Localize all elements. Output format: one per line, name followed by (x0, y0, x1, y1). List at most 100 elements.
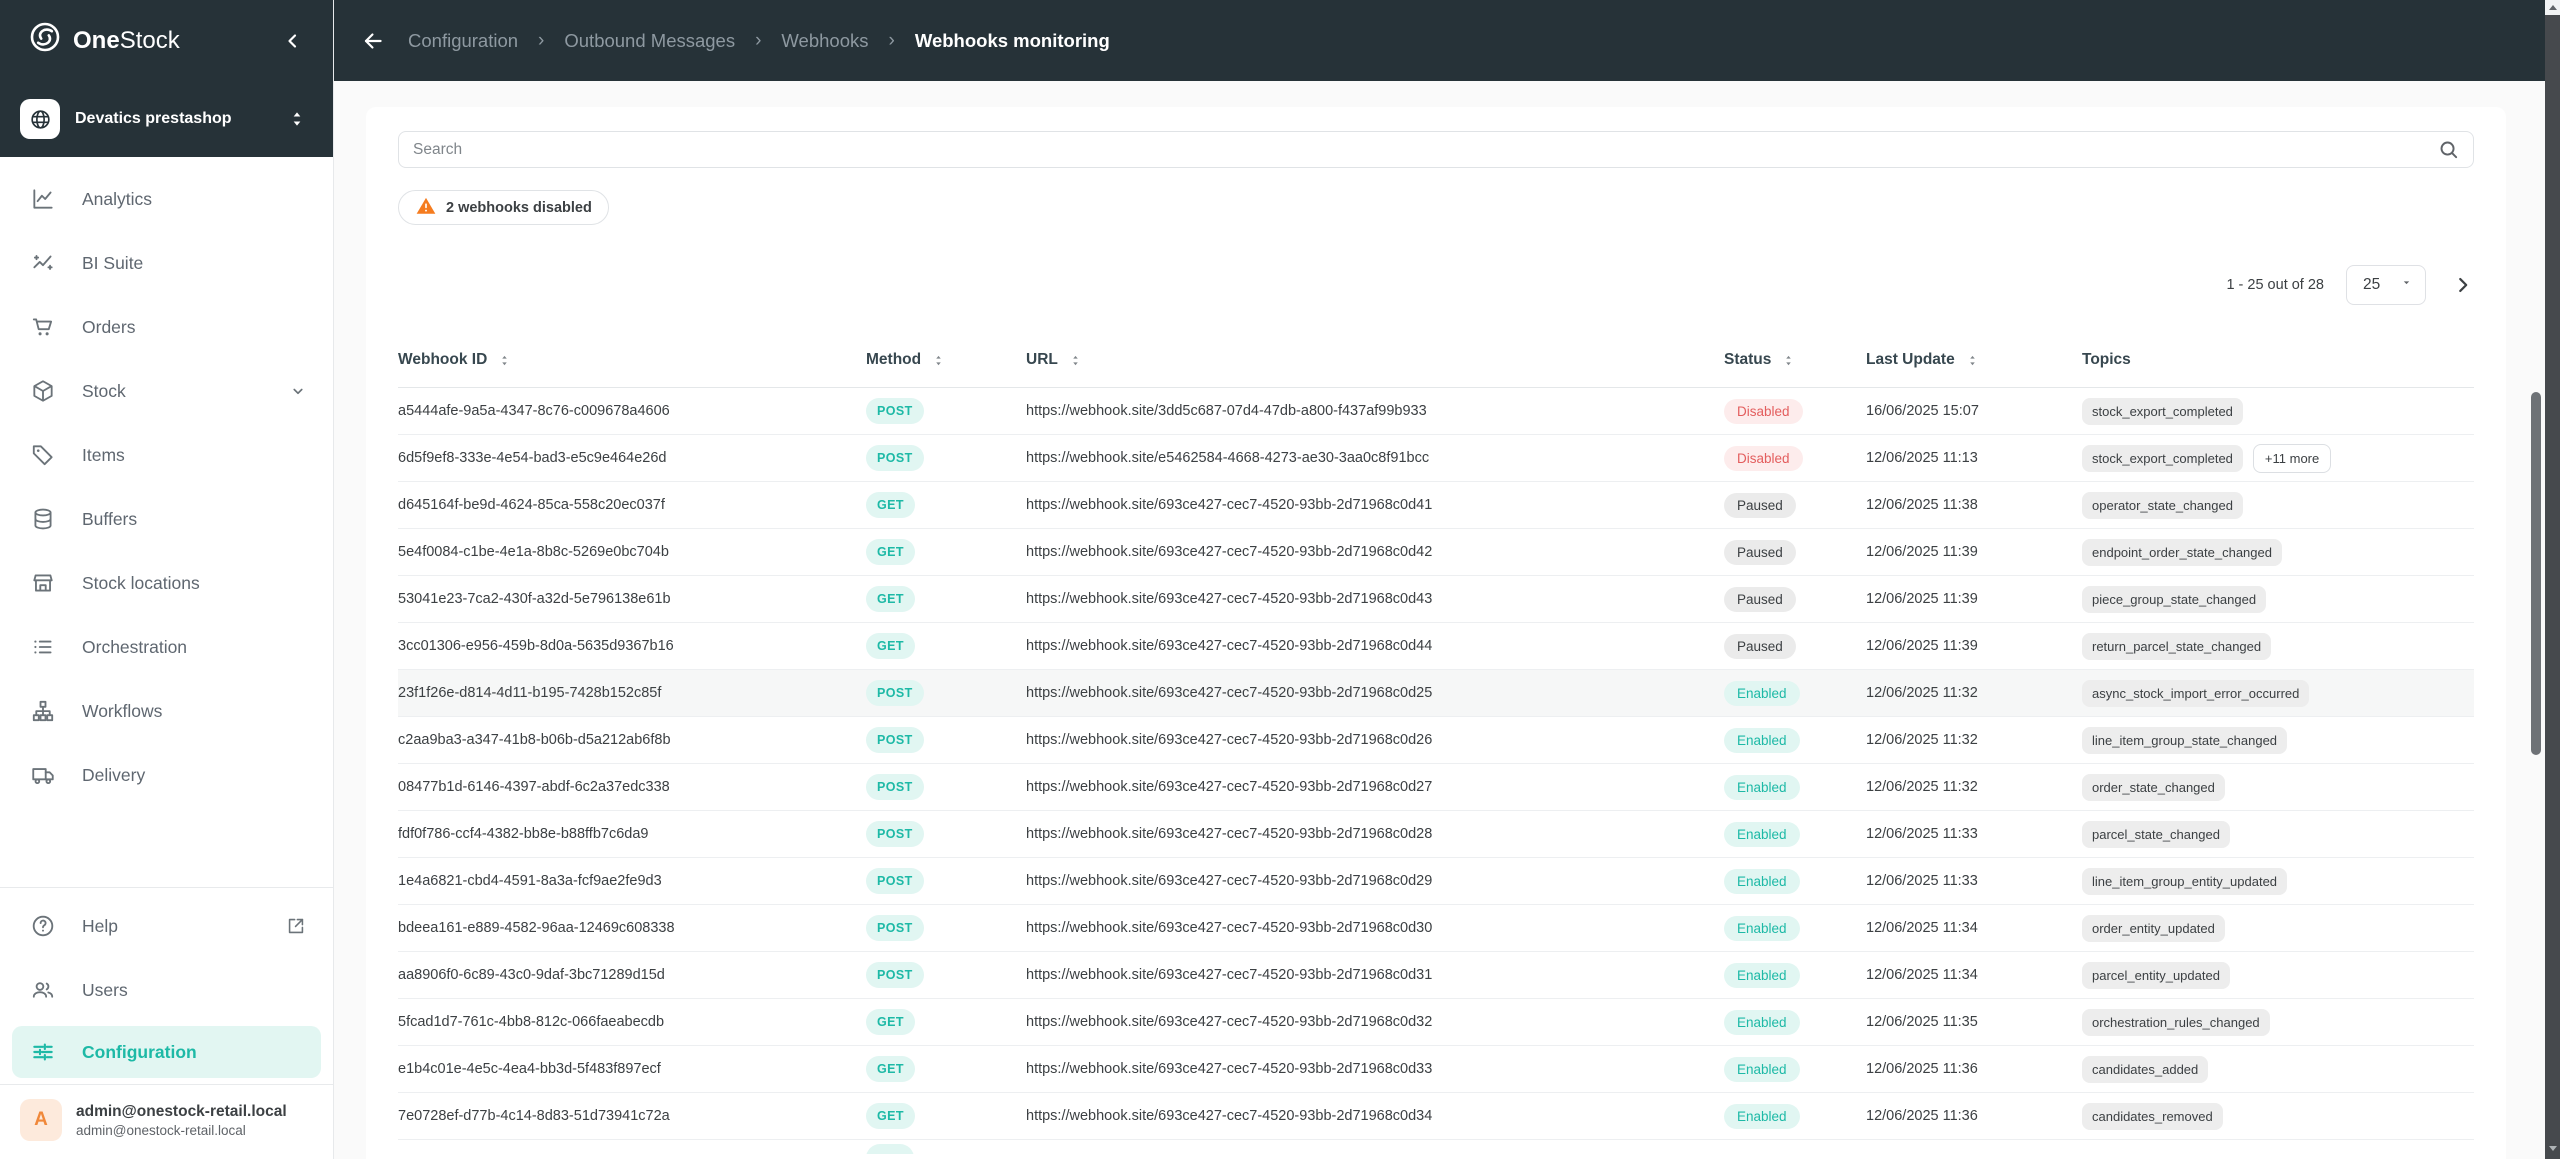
browser-scrollbar[interactable] (2545, 0, 2560, 1159)
more-topics-chip[interactable]: +11 more (2252, 443, 2332, 473)
breadcrumb-link-outbound-messages[interactable]: Outbound Messages (564, 29, 736, 51)
sidebar-item-stock[interactable]: Stock (0, 359, 333, 423)
table-row[interactable]: bdeea161-e889-4582-96aa-12469c608338 POS… (398, 905, 2474, 952)
table-row[interactable]: a5444afe-9a5a-4347-8c76-c009678a4606 POS… (398, 388, 2474, 435)
search-icon[interactable] (2437, 138, 2460, 166)
method-badge: GET (866, 633, 915, 659)
method-badge: GET (866, 1009, 915, 1035)
sort-icon[interactable] (1781, 353, 1796, 368)
user-profile[interactable]: A admin@onestock-retail.local admin@ones… (0, 1084, 333, 1159)
back-arrow-icon[interactable] (360, 28, 386, 54)
table-row[interactable]: 1e4a6821-cbd4-4591-8a3a-fcf9ae2fe9d3 POS… (398, 858, 2474, 905)
table-row[interactable]: 08477b1d-6146-4397-abdf-6c2a37edc338 POS… (398, 764, 2474, 811)
column-header-webhook-id[interactable]: Webhook ID (398, 351, 866, 369)
breadcrumb-link-configuration[interactable]: Configuration (408, 29, 519, 51)
table-row[interactable]: 6d5f9ef8-333e-4e54-bad3-e5c9e464e26d POS… (398, 435, 2474, 482)
profile-email: admin@onestock-retail.local (76, 1122, 246, 1138)
last-update-cell: 12/06/2025 11:39 (1866, 591, 1978, 607)
topics-cell: operator_state_changed (2082, 491, 2474, 519)
table-row[interactable]: 23f1f26e-d814-4d11-b195-7428b152c85f POS… (398, 670, 2474, 717)
sidebar-item-delivery[interactable]: Delivery (0, 743, 333, 807)
table-row[interactable]: 7e0728ef-d77b-4c14-8d83-51d73941c72a GET… (398, 1093, 2474, 1140)
sort-icon[interactable] (497, 353, 512, 368)
table-row[interactable]: 53041e23-7ca2-430f-a32d-5e796138e61b GET… (398, 576, 2474, 623)
url-cell: https://webhook.site/693ce427-cec7-4520-… (1026, 685, 1433, 701)
sidebar-item-label: Stock locations (82, 572, 200, 593)
column-header-status[interactable]: Status (1724, 351, 1866, 369)
column-header-url[interactable]: URL (1026, 351, 1724, 369)
search-input[interactable] (398, 131, 2474, 168)
table-row[interactable]: d645164f-be9d-4624-85ca-558c20ec037f GET… (398, 482, 2474, 529)
sidebar-item-label: Help (82, 915, 118, 936)
status-badge: Enabled (1724, 680, 1800, 706)
sidebar-header: OneStock Devatics prestashop (0, 0, 333, 157)
sidebar-item-stock-locations[interactable]: Stock locations (0, 551, 333, 615)
status-badge (1724, 1142, 1750, 1152)
sort-icon[interactable] (1068, 353, 1083, 368)
url-cell: https://webhook.site/693ce427-cec7-4520-… (1026, 638, 1433, 654)
webhook-id-cell: 53041e23-7ca2-430f-a32d-5e796138e61b (398, 591, 671, 607)
column-header-last-update[interactable]: Last Update (1866, 351, 2082, 369)
table-row[interactable]: 5e4f0084-c1be-4e1a-8b8c-5269e0bc704b GET… (398, 529, 2474, 576)
sidebar-item-buffers[interactable]: Buffers (0, 487, 333, 551)
method-badge: GET (866, 539, 915, 565)
topics-cell: stock_export_completed +11 more (2082, 443, 2474, 473)
table-row[interactable]: fdf0f786-ccf4-4382-bb8e-b88ffb7c6da9 POS… (398, 811, 2474, 858)
sidebar-item-workflows[interactable]: Workflows (0, 679, 333, 743)
avatar: A (20, 1099, 62, 1141)
url-cell: https://webhook.site/693ce427-cec7-4520-… (1026, 873, 1433, 889)
sort-icon[interactable] (1965, 353, 1980, 368)
sidebar-item-help[interactable]: Help (0, 894, 333, 958)
sidebar-item-label: Orders (82, 316, 136, 337)
column-header-method[interactable]: Method (866, 351, 1026, 369)
scroll-down-button[interactable] (2545, 1141, 2560, 1156)
collapse-sidebar-icon[interactable] (281, 29, 305, 53)
column-label: URL (1026, 351, 1058, 368)
webhooks-disabled-warning[interactable]: 2 webhooks disabled (398, 190, 609, 225)
url-cell: https://webhook.site/693ce427-cec7-4520-… (1026, 1061, 1433, 1077)
method-badge: GET (866, 1056, 915, 1082)
sidebar-item-configuration[interactable]: Configuration (12, 1026, 321, 1078)
webhook-id-cell: e1b4c01e-4e5c-4ea4-bb3d-5f483f897ecf (398, 1061, 661, 1077)
table-row[interactable]: 3cc01306-e956-459b-8d0a-5635d9367b16 GET… (398, 623, 2474, 670)
items-icon (30, 442, 56, 468)
sidebar-menu: Analytics BI Suite Orders Stock Items Bu… (0, 157, 333, 807)
sidebar-item-users[interactable]: Users (0, 958, 333, 1022)
webhook-id-cell: d645164f-be9d-4624-85ca-558c20ec037f (398, 497, 665, 513)
topic-pill: parcel_entity_updated (2082, 961, 2230, 989)
unfold-more-icon (287, 109, 307, 129)
pagination-range: 1 - 25 out of 28 (2226, 277, 2324, 293)
sidebar-item-orchestration[interactable]: Orchestration (0, 615, 333, 679)
table-row[interactable]: 5fcad1d7-761c-4bb8-812c-066faeabecdb GET… (398, 999, 2474, 1046)
table-row[interactable]: c2aa9ba3-a347-41b8-b06b-d5a212ab6f8b POS… (398, 717, 2474, 764)
page-size-select[interactable]: 25 (2346, 265, 2426, 305)
webhook-id-cell: aa8906f0-6c89-43c0-9daf-3bc71289d15d (398, 967, 665, 983)
breadcrumb-current: Webhooks monitoring (914, 29, 1110, 51)
last-update-cell: 12/06/2025 11:39 (1866, 638, 1978, 654)
status-badge: Enabled (1724, 962, 1800, 988)
breadcrumb-link-webhooks[interactable]: Webhooks (781, 29, 869, 51)
topics-cell: candidates_removed (2082, 1102, 2474, 1130)
sort-icon[interactable] (931, 353, 946, 368)
topics-cell: order_entity_updated (2082, 914, 2474, 942)
table-row[interactable]: e1b4c01e-4e5c-4ea4-bb3d-5f483f897ecf GET… (398, 1046, 2474, 1093)
sidebar-item-label: Stock (82, 380, 126, 401)
table-scrollbar-thumb[interactable] (2531, 392, 2541, 755)
sidebar-item-bi-suite[interactable]: BI Suite (0, 231, 333, 295)
topic-pill: orchestration_rules_changed (2082, 1008, 2270, 1036)
scroll-up-button[interactable] (2545, 0, 2560, 15)
sidebar-item-analytics[interactable]: Analytics (0, 167, 333, 231)
buffers-icon (30, 506, 56, 532)
table-row-partial[interactable] (398, 1140, 2474, 1154)
table-row[interactable]: aa8906f0-6c89-43c0-9daf-3bc71289d15d POS… (398, 952, 2474, 999)
organization-selector[interactable]: Devatics prestashop (0, 81, 333, 157)
onestock-logo[interactable]: OneStock (28, 20, 180, 61)
sidebar-item-items[interactable]: Items (0, 423, 333, 487)
brand-rest: Stock (119, 26, 180, 54)
next-page-button[interactable] (2452, 274, 2474, 296)
sidebar-item-orders[interactable]: Orders (0, 295, 333, 359)
status-badge: Enabled (1724, 1056, 1800, 1082)
topic-pill: stock_export_completed (2082, 444, 2243, 472)
column-label: Last Update (1866, 351, 1955, 368)
url-cell: https://webhook.site/693ce427-cec7-4520-… (1026, 732, 1433, 748)
